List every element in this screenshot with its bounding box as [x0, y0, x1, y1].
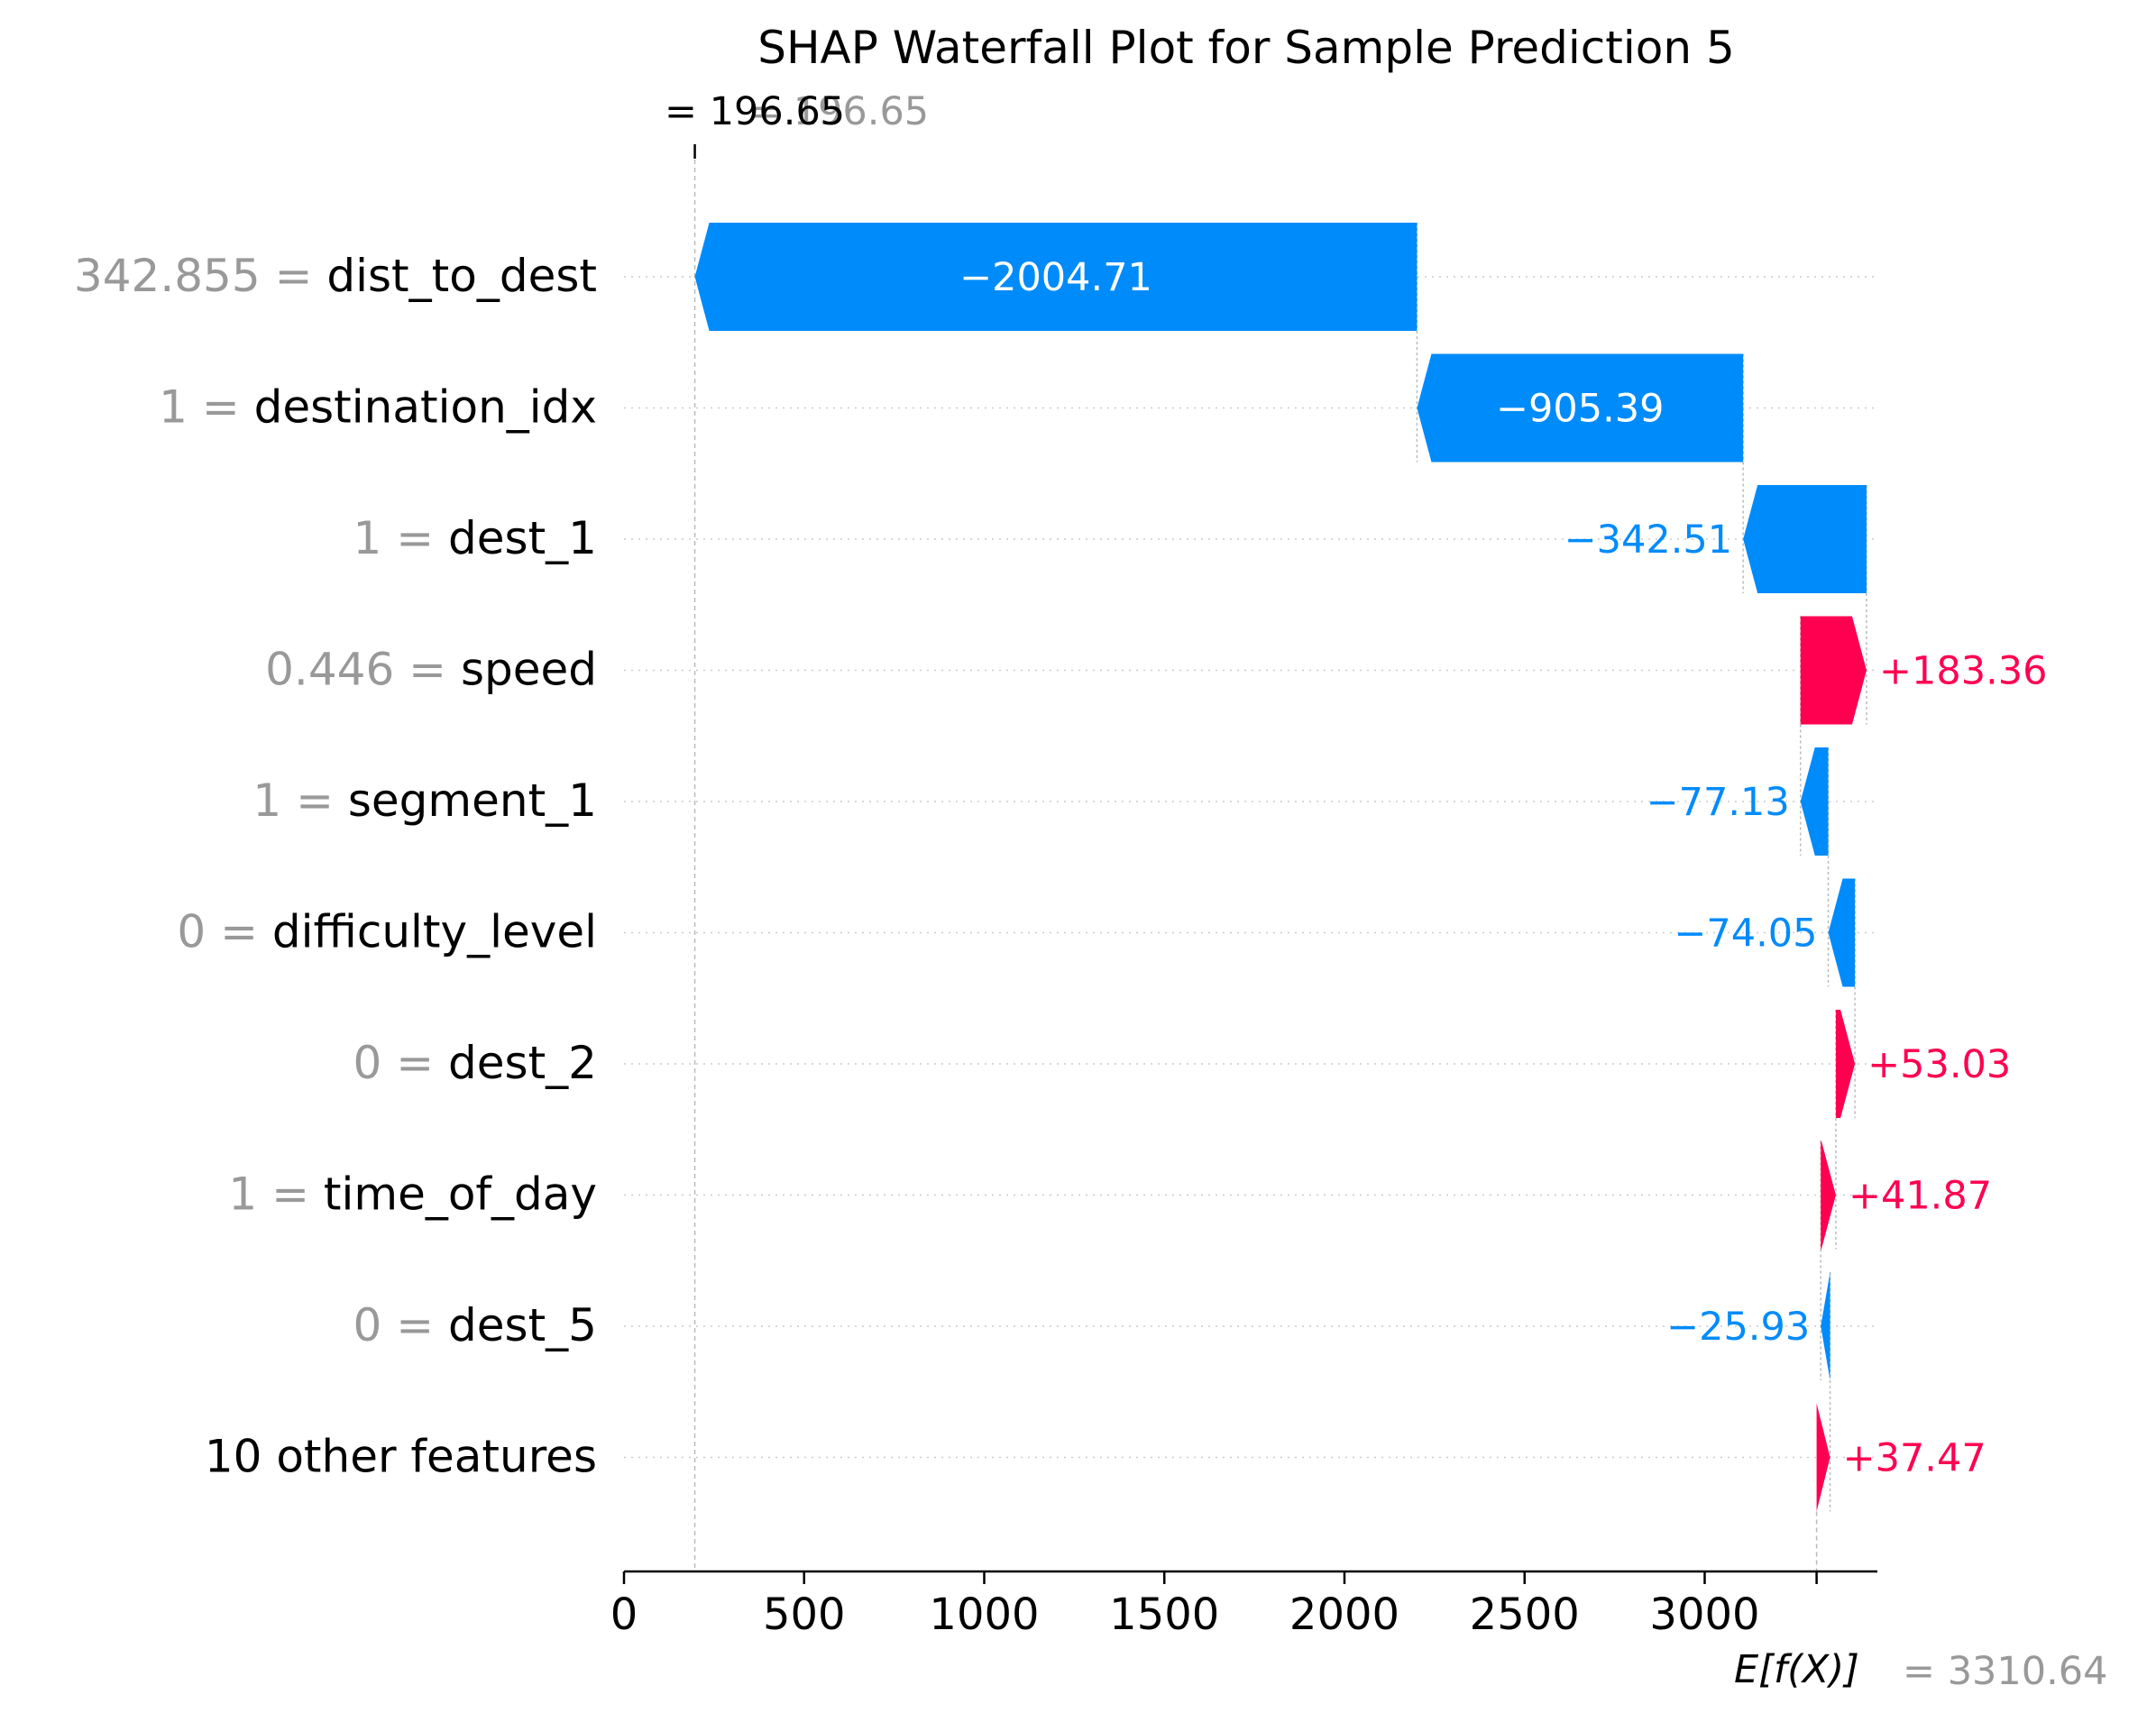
feature-label: 0 = dest_2: [353, 1037, 597, 1089]
feature-name: dist_to_dest: [326, 250, 597, 302]
feature-name: time_of_day: [324, 1168, 597, 1221]
bar-value-label: +53.03: [1867, 1042, 2011, 1087]
bar-value-label: −74.05: [1674, 911, 1817, 957]
bar-value-label: +41.87: [1849, 1174, 1992, 1219]
chart-title: SHAP Waterfall Plot for Sample Predictio…: [757, 22, 1735, 74]
feature-labels: 342.855 = dist_to_dest 1 = destination_id…: [74, 250, 597, 1483]
x-tick-label: 0: [610, 1589, 638, 1640]
bar-value-label: −2004.71: [959, 255, 1152, 300]
bar-value-label: +183.36: [1879, 649, 2048, 694]
feature-label: 1 = destination_idx: [159, 381, 597, 434]
bar: [1828, 878, 1856, 987]
bar: [694, 223, 1417, 331]
bar: [1821, 1272, 1830, 1380]
x-tick-label: 1500: [1109, 1589, 1219, 1640]
feature-label: 10 other features: [205, 1431, 597, 1483]
feature-name: dest_1: [448, 512, 597, 564]
feature-name: difficulty_level: [272, 906, 597, 958]
feature-label: 0.446 = speed: [265, 644, 597, 696]
feature-label: 0 = dest_5: [353, 1299, 597, 1351]
feature-value: 1 =: [228, 1168, 324, 1221]
x-tick-label: 3000: [1649, 1589, 1759, 1640]
bar-value-label: −342.51: [1564, 518, 1733, 563]
feature-value: 0 =: [177, 906, 272, 958]
bar-value-label: −905.39: [1496, 387, 1665, 432]
bar: [1821, 1140, 1836, 1250]
base-value-axis: E[f(X)] = 3310.64: [1734, 1571, 2108, 1694]
feature-value: 0.446 =: [265, 644, 461, 696]
output-value-label-a: = 196.65: [665, 89, 845, 134]
bar-value-label: −25.93: [1666, 1305, 1810, 1350]
feature-name: speed: [461, 644, 597, 696]
bars: [694, 223, 1867, 1512]
bar-value-label: +37.47: [1843, 1436, 1986, 1481]
x-tick-label: 500: [763, 1589, 846, 1640]
feature-value: 1 =: [159, 381, 254, 434]
feature-name: 10 other features: [205, 1431, 597, 1483]
x-tick-label: 2500: [1470, 1589, 1580, 1640]
output-value-label-b: = 196.65: [748, 89, 929, 134]
feature-name: dest_5: [448, 1299, 597, 1351]
bar: [1417, 353, 1744, 463]
base-value-label: = 3310.64: [1903, 1649, 2108, 1694]
feature-value: 0 =: [353, 1037, 449, 1089]
feature-label: 342.855 = dist_to_dest: [74, 250, 597, 302]
bar-value-labels: −2004.71 −905.39 −342.51 +183.36 −77.13 −74.0…: [959, 255, 2047, 1481]
bar: [1800, 616, 1867, 725]
feature-value: 342.855 =: [74, 250, 326, 302]
feature-value: 0 =: [353, 1299, 449, 1351]
bar: [1816, 1403, 1830, 1512]
feature-name: dest_2: [448, 1037, 597, 1089]
x-tick-label: 2000: [1289, 1589, 1399, 1640]
feature-label: 1 = segment_1: [252, 774, 597, 827]
feature-label: 1 = time_of_day: [228, 1168, 597, 1221]
bar: [1835, 1010, 1856, 1118]
bar: [1800, 747, 1829, 856]
feature-value: 1 =: [353, 512, 449, 564]
feature-value: 1 =: [252, 774, 348, 827]
feature-label: 1 = dest_1: [353, 512, 597, 564]
x-tick-label: 1000: [929, 1589, 1039, 1640]
feature-name: destination_idx: [254, 381, 597, 434]
bar: [1743, 485, 1867, 593]
feature-label: 0 = difficulty_level: [177, 906, 597, 958]
x-axis: 0 500 1000 1500 2000 2500 3000: [610, 1570, 1877, 1640]
output-axis: = 196.65 = 196.65: [665, 89, 929, 159]
feature-name: segment_1: [348, 774, 597, 827]
bar-value-label: −77.13: [1647, 780, 1790, 825]
base-value-expression: E[f(X)]: [1734, 1647, 1859, 1692]
